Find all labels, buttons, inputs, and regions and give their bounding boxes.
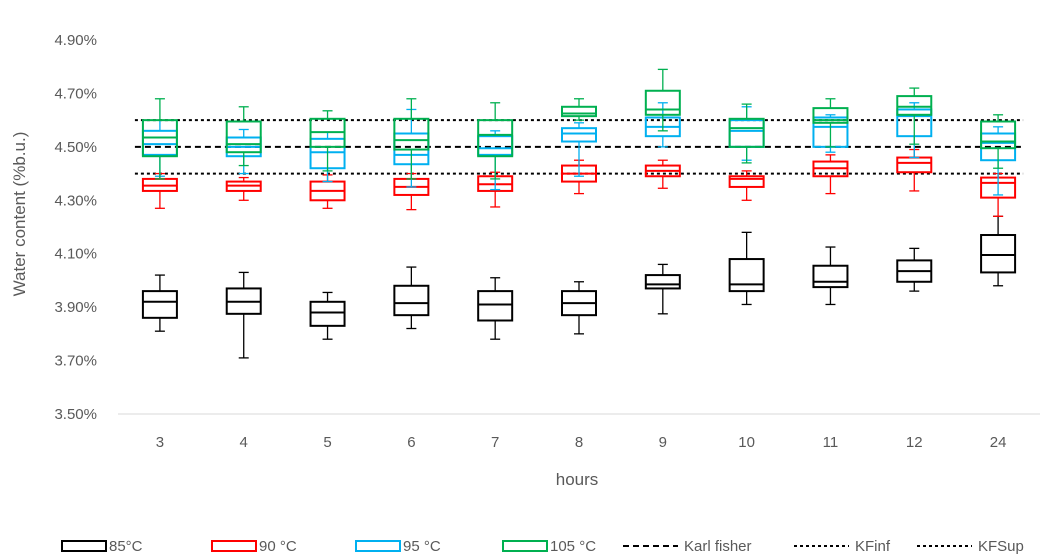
legend-label: 95 °C bbox=[403, 538, 441, 555]
box-iqr bbox=[309, 300, 346, 327]
x-tick-label: 3 bbox=[156, 434, 164, 451]
legend-item: KFinf bbox=[794, 538, 891, 555]
box bbox=[393, 98, 430, 180]
box bbox=[728, 103, 765, 164]
legend-swatch bbox=[502, 540, 548, 552]
box bbox=[812, 154, 849, 195]
box-iqr bbox=[728, 258, 765, 293]
y-axis-ticks: 3.50% 3.70% 3.90% 4.10% 4.30% 4.50% 4.70% 4.90% bbox=[54, 32, 97, 423]
y-tick-label: 3.90% bbox=[54, 299, 97, 316]
box bbox=[561, 122, 597, 177]
box bbox=[309, 110, 346, 172]
box-plots bbox=[141, 68, 1017, 359]
box-iqr bbox=[644, 274, 681, 290]
box bbox=[728, 170, 765, 201]
box-iqr bbox=[561, 105, 597, 118]
box-iqr bbox=[141, 129, 178, 156]
box-iqr bbox=[980, 234, 1017, 274]
box-iqr bbox=[225, 120, 262, 154]
legend-label: 105 °C bbox=[550, 538, 596, 555]
box bbox=[225, 106, 262, 167]
y-tick-label: 3.50% bbox=[54, 406, 97, 423]
x-tick-label: 12 bbox=[906, 434, 923, 451]
x-axis-title: hours bbox=[556, 470, 599, 489]
box bbox=[980, 114, 1017, 169]
box bbox=[309, 291, 346, 340]
box-iqr bbox=[896, 95, 933, 116]
x-tick-label: 10 bbox=[738, 434, 755, 451]
legend-label: KFinf bbox=[855, 538, 891, 555]
box-iqr bbox=[728, 175, 765, 188]
box-iqr bbox=[393, 284, 430, 317]
series-group bbox=[141, 215, 1017, 359]
x-tick-label: 9 bbox=[659, 434, 667, 451]
y-tick-label: 3.70% bbox=[54, 353, 97, 370]
box bbox=[644, 159, 681, 189]
box-iqr bbox=[728, 117, 765, 148]
legend-label: KFSup bbox=[978, 538, 1024, 555]
box-iqr bbox=[812, 107, 849, 124]
box bbox=[728, 231, 765, 306]
box bbox=[141, 274, 178, 332]
legend-item: 85°C bbox=[61, 538, 143, 555]
legend-swatch bbox=[355, 540, 401, 552]
legend-item: KFSup bbox=[917, 538, 1024, 555]
box bbox=[225, 176, 262, 201]
box-iqr bbox=[477, 290, 514, 322]
box bbox=[141, 98, 178, 180]
legend-label: 85°C bbox=[109, 538, 143, 555]
box bbox=[644, 263, 681, 315]
y-tick-label: 4.90% bbox=[54, 32, 97, 49]
box-iqr bbox=[644, 89, 681, 116]
x-tick-label: 6 bbox=[407, 434, 415, 451]
box bbox=[812, 98, 849, 148]
box bbox=[812, 246, 849, 306]
legend: 85°C 90 °C 95 °C 105 °C Karl fisher KFinf KFSu… bbox=[61, 538, 1024, 555]
x-tick-label: 8 bbox=[575, 434, 583, 451]
box-iqr bbox=[141, 290, 178, 319]
box bbox=[477, 102, 514, 180]
box-iqr bbox=[980, 120, 1017, 150]
box bbox=[896, 87, 933, 145]
box-iqr bbox=[728, 119, 765, 148]
legend-item: 105 °C bbox=[502, 538, 596, 555]
y-tick-label: 4.70% bbox=[54, 85, 97, 102]
x-tick-label: 11 bbox=[823, 434, 839, 451]
x-tick-label: 7 bbox=[491, 434, 499, 451]
x-tick-label: 24 bbox=[990, 434, 1007, 451]
box bbox=[980, 215, 1017, 287]
box bbox=[896, 247, 933, 292]
box bbox=[225, 271, 262, 359]
series-group bbox=[141, 68, 1017, 180]
box bbox=[561, 281, 597, 335]
box bbox=[561, 98, 597, 121]
box-iqr bbox=[812, 264, 849, 289]
y-tick-label: 4.10% bbox=[54, 246, 97, 263]
legend-item: 90 °C bbox=[211, 538, 297, 555]
box bbox=[477, 277, 514, 340]
y-tick-label: 4.30% bbox=[54, 192, 97, 209]
box bbox=[393, 266, 430, 330]
legend-item: 95 °C bbox=[355, 538, 441, 555]
box-iqr bbox=[393, 117, 430, 151]
box-iqr bbox=[896, 156, 933, 174]
legend-label: 90 °C bbox=[259, 538, 297, 555]
legend-label: Karl fisher bbox=[684, 538, 752, 555]
x-tick-label: 5 bbox=[323, 434, 331, 451]
legend-item: Karl fisher bbox=[623, 538, 752, 555]
box-iqr bbox=[477, 135, 514, 156]
box-iqr bbox=[561, 127, 597, 143]
legend-swatch bbox=[211, 540, 257, 552]
x-tick-label: 4 bbox=[240, 434, 248, 451]
box bbox=[644, 68, 681, 132]
box-iqr bbox=[477, 119, 514, 158]
y-axis-title: Water content (%b.u.) bbox=[10, 132, 29, 297]
y-tick-label: 4.50% bbox=[54, 139, 97, 156]
x-axis-ticks: 3 4 5 6 7 8 9 10 11 12 24 bbox=[156, 434, 1007, 451]
legend-swatch bbox=[61, 540, 107, 552]
